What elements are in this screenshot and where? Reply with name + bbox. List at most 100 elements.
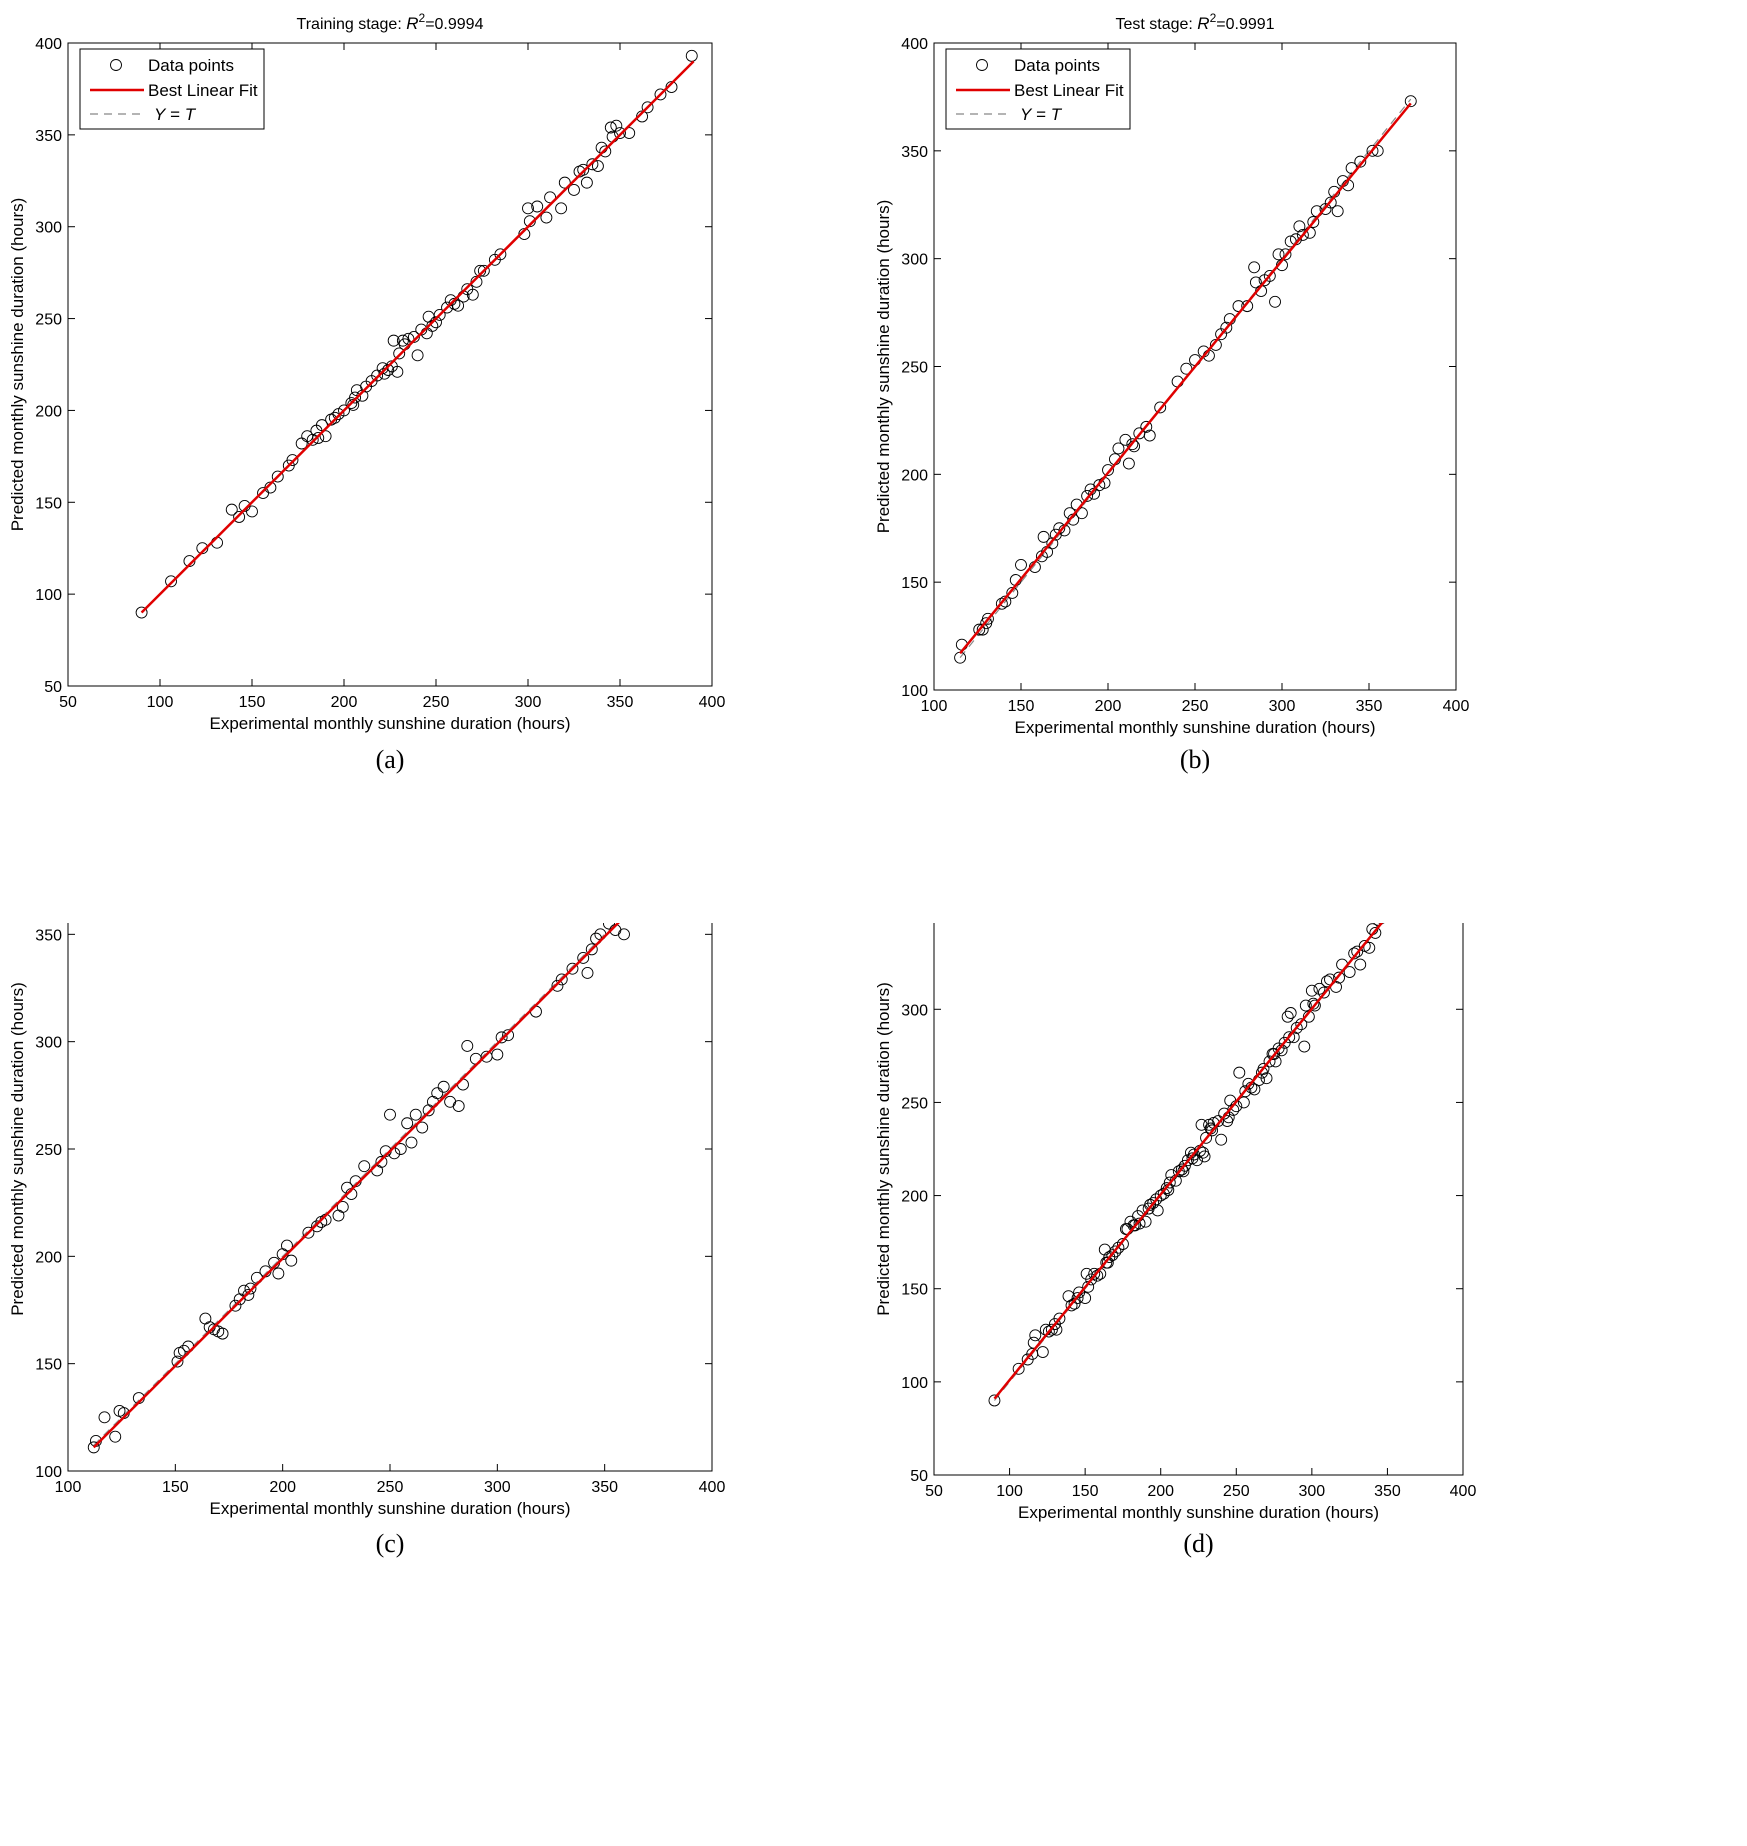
data-point: [244, 1282, 257, 1295]
data-point: [1091, 1269, 1104, 1282]
data-point: [1317, 986, 1330, 999]
data-point: [264, 481, 277, 494]
data-point: [135, 606, 148, 619]
data-point: [1260, 1072, 1273, 1085]
y-tick-label: 400: [901, 36, 928, 53]
data-point: [470, 275, 483, 288]
x-tick-label: 200: [1147, 1483, 1174, 1500]
data-point: [466, 288, 479, 301]
data-point: [1065, 1299, 1078, 1312]
data-point: [1116, 1238, 1129, 1250]
data-point: [1269, 295, 1281, 308]
x-axis-label: Experimental monthly sunshine duration (…: [210, 714, 571, 733]
data-point: [641, 101, 654, 114]
data-point: [271, 470, 284, 483]
data-point: [1354, 155, 1367, 168]
identity-line: [959, 98, 1412, 659]
y-tick-label: 100: [901, 683, 928, 700]
x-tick-label: 300: [484, 1479, 511, 1496]
data-point: [665, 81, 678, 94]
x-tick-label: 300: [515, 694, 542, 711]
x-axis-label: Experimental monthly sunshine duration (…: [1015, 718, 1376, 737]
y-tick-label: 100: [901, 1375, 928, 1392]
data-point: [623, 127, 636, 139]
data-point: [1283, 1031, 1296, 1044]
data-point: [315, 419, 328, 432]
x-tick-label: 150: [1072, 1483, 1099, 1500]
data-point: [685, 49, 698, 62]
data-point: [1015, 558, 1027, 571]
data-point: [531, 200, 544, 213]
data-point: [1263, 1055, 1276, 1068]
y-tick-label: 350: [35, 128, 62, 145]
data-point: [312, 432, 325, 444]
data-point: [1126, 438, 1139, 451]
data-point: [1102, 464, 1114, 476]
data-point: [302, 1226, 315, 1239]
x-tick-label: 350: [1356, 698, 1383, 715]
data-point: [402, 332, 415, 345]
data-point: [281, 1239, 293, 1252]
chart-svg: 50 100 150 200 250 300 350 400 50 100 150 200 250 300…: [8, 11, 725, 774]
data-point: [1343, 966, 1356, 978]
best-fit-line: [959, 102, 1412, 655]
data-point: [1106, 1249, 1119, 1262]
data-point: [1348, 947, 1361, 960]
data-point: [494, 248, 507, 261]
y-tick-label: 50: [910, 1468, 928, 1485]
data-point: [1257, 1062, 1270, 1075]
data-point: [1109, 1245, 1122, 1258]
y-axis-label: Predicted monthly sunshine duration (hou…: [874, 200, 893, 534]
data-point: [375, 1155, 388, 1168]
panel-caption: (a): [376, 745, 405, 774]
data-point: [1160, 1182, 1173, 1195]
data-point: [286, 454, 299, 466]
legend-label: Data points: [1014, 56, 1100, 75]
x-tick-label: 400: [699, 1479, 726, 1496]
data-point: [491, 1048, 504, 1061]
data-point: [555, 202, 568, 215]
data-point: [1333, 971, 1346, 984]
data-point: [1154, 1189, 1167, 1202]
y-axis-label: Predicted monthly sunshine duration (hou…: [8, 982, 27, 1316]
data-point: [393, 347, 406, 360]
data-point: [1308, 999, 1321, 1012]
data-point: [1046, 537, 1059, 550]
data-point: [495, 1031, 508, 1044]
data-point: [376, 362, 389, 375]
x-axis-label: Experimental monthly sunshine duration (…: [210, 1499, 571, 1518]
data-point: [452, 1100, 465, 1113]
data-point: [1112, 442, 1125, 455]
data-point: [407, 330, 420, 343]
data-point: [1163, 1176, 1176, 1189]
y-tick-label: 150: [901, 1282, 928, 1299]
data-point: [1220, 321, 1233, 334]
data-point: [568, 184, 580, 196]
data-point: [1178, 1159, 1191, 1172]
data-point: [1082, 1280, 1095, 1293]
x-tick-label: 350: [607, 694, 634, 711]
y-axis-label: Predicted monthly sunshine duration (hou…: [8, 198, 27, 532]
data-point: [338, 404, 350, 417]
x-axis-label: Experimental monthly sunshine duration (…: [1018, 1503, 1379, 1522]
data-point: [319, 430, 332, 443]
best-fit-line: [92, 923, 620, 1449]
data-point: [242, 1289, 255, 1301]
y-tick-label: 300: [35, 220, 62, 237]
panel-caption: (d): [1183, 1529, 1213, 1558]
plot-area: [933, 923, 1464, 1476]
legend-label: Y = T: [1020, 105, 1063, 124]
data-point: [382, 364, 395, 376]
data-point: [1351, 945, 1364, 958]
data-point: [1036, 1346, 1049, 1359]
data-point: [1366, 144, 1379, 157]
data-point: [1071, 1292, 1084, 1304]
data-point: [1112, 1241, 1125, 1254]
data-point: [1279, 248, 1292, 261]
data-point: [1006, 587, 1019, 599]
data-point: [1053, 1312, 1066, 1325]
data-point: [401, 1117, 414, 1130]
data-point: [1101, 1256, 1114, 1269]
data-point: [452, 299, 465, 312]
data-point: [411, 349, 424, 362]
